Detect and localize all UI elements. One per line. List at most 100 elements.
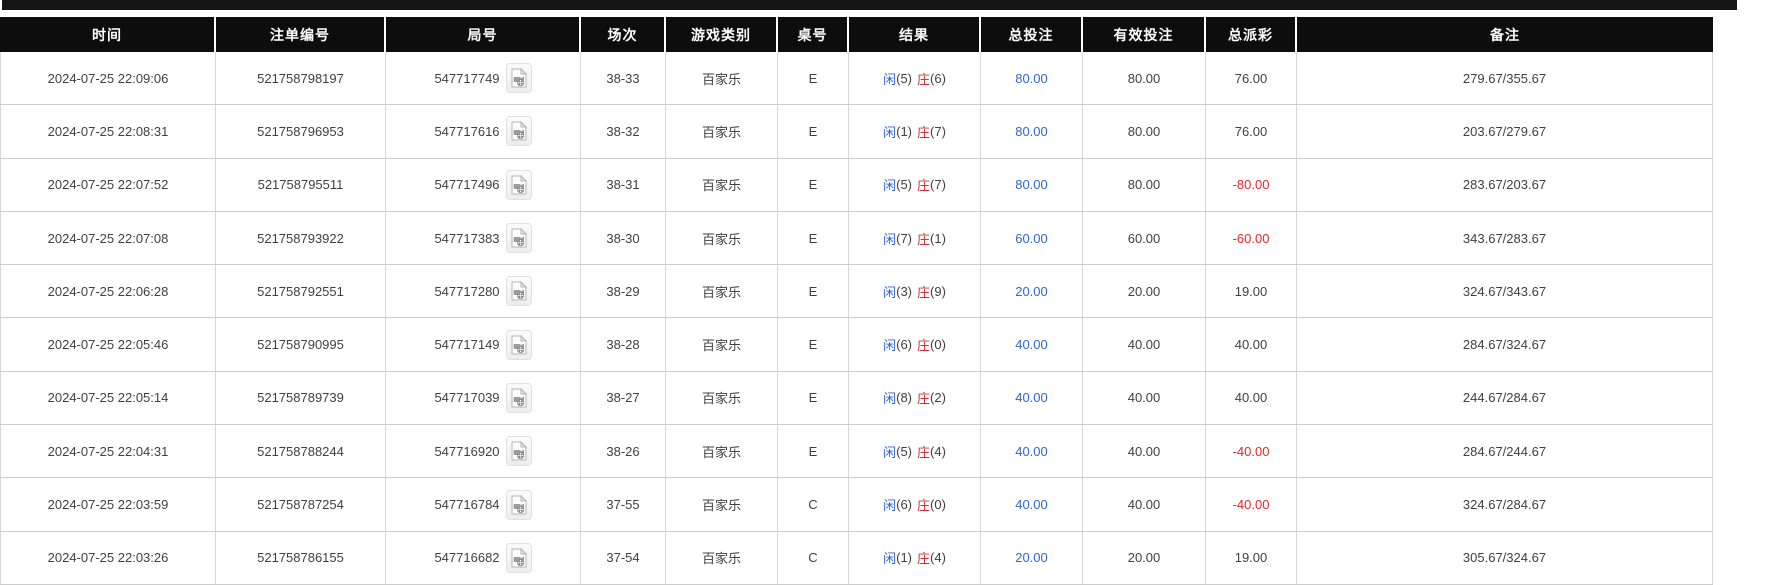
result-player-score: (6)	[896, 497, 912, 513]
total-bet-cell[interactable]: 40.00	[981, 371, 1083, 425]
remark-cell: 279.67/355.67	[1297, 52, 1713, 105]
game-type-cell: 百家乐	[666, 478, 778, 531]
result-player-score: (8)	[896, 390, 912, 406]
session-cell: 38-29	[581, 265, 666, 318]
round-cell: 547717749	[386, 52, 581, 105]
total-bet-cell[interactable]: 80.00	[981, 105, 1083, 158]
round-cell: 547717039	[386, 371, 581, 425]
valid-bet-cell: 80.00	[1083, 52, 1206, 105]
time-cell: 2024-07-25 22:09:06	[0, 52, 216, 105]
round-video-button[interactable]	[505, 436, 532, 467]
result-player-label: 闲	[883, 284, 897, 300]
result-banker-score: (4)	[930, 550, 946, 566]
result-cell: 闲 (7) 庄 (1)	[849, 211, 981, 265]
result-player-label: 闲	[883, 338, 897, 354]
table-row: 2024-07-25 22:09:06 521758798197 5477177…	[0, 52, 1713, 106]
time-cell: 2024-07-25 22:03:59	[0, 478, 216, 531]
video-replay-icon	[511, 441, 527, 461]
total-bet-cell[interactable]: 40.00	[981, 425, 1083, 478]
total-payout-cell: 76.00	[1206, 52, 1297, 105]
valid-bet-cell: 60.00	[1083, 211, 1206, 265]
result-player-label: 闲	[883, 124, 897, 140]
table-no-cell: E	[778, 105, 849, 158]
video-replay-icon	[511, 174, 527, 195]
table-no-cell: E	[778, 211, 849, 265]
result-player-label: 闲	[883, 71, 897, 87]
result-player-score: (1)	[896, 550, 912, 566]
session-cell: 38-30	[581, 211, 666, 265]
total-payout-cell: -80.00	[1206, 158, 1297, 211]
total-payout-cell: -60.00	[1206, 211, 1297, 265]
table-row: 2024-07-25 22:04:31 521758788244 5477169…	[0, 425, 1713, 479]
game-type-cell: 百家乐	[666, 265, 778, 318]
total-bet-cell[interactable]: 20.00	[981, 531, 1083, 584]
total-payout-cell: 19.00	[1206, 265, 1297, 318]
table-row: 2024-07-25 22:05:14 521758789739 5477170…	[0, 371, 1713, 426]
round-id: 547717280	[434, 283, 500, 299]
table-row: 2024-07-25 22:05:46 521758790995 5477171…	[0, 318, 1713, 372]
bet-id-cell: 521758789739	[216, 371, 386, 425]
result-banker-label: 庄	[917, 551, 931, 567]
column-header-remark: 备注	[1297, 17, 1713, 52]
remark-cell: 324.67/284.67	[1297, 478, 1713, 531]
session-cell: 37-55	[581, 478, 666, 531]
result-player-label: 闲	[883, 498, 897, 514]
table-body: 2024-07-25 22:09:06 521758798197 5477177…	[0, 52, 1713, 585]
round-video-button[interactable]	[505, 276, 532, 307]
round-video-button[interactable]	[505, 223, 532, 254]
game-type-cell: 百家乐	[666, 158, 778, 211]
total-bet-cell[interactable]: 80.00	[981, 52, 1083, 105]
valid-bet-cell: 40.00	[1083, 425, 1206, 478]
bet-id-cell: 521758795511	[216, 158, 386, 211]
video-replay-icon	[511, 68, 527, 88]
result-banker-score: (6)	[930, 70, 946, 86]
round-id: 547717616	[434, 123, 500, 139]
round-video-button[interactable]	[505, 63, 532, 94]
round-video-button[interactable]	[505, 116, 532, 147]
total-bet-cell[interactable]: 40.00	[981, 318, 1083, 371]
total-payout-cell: 40.00	[1206, 318, 1297, 371]
round-cell: 547716784	[386, 478, 581, 531]
result-player-label: 闲	[883, 231, 897, 247]
remark-cell: 324.67/343.67	[1297, 265, 1713, 318]
round-video-button[interactable]	[505, 489, 532, 520]
result-banker-label: 庄	[917, 124, 931, 140]
result-player-label: 闲	[883, 444, 897, 460]
remark-cell: 284.67/324.67	[1297, 318, 1713, 371]
round-cell: 547717383	[386, 211, 581, 265]
column-header-round-id: 局号	[386, 17, 581, 52]
game-type-cell: 百家乐	[666, 371, 778, 425]
round-video-button[interactable]	[505, 169, 532, 200]
total-bet-cell[interactable]: 40.00	[981, 478, 1083, 531]
round-video-button[interactable]	[505, 542, 532, 573]
result-player-score: (6)	[896, 337, 912, 353]
column-header-table-no: 桌号	[778, 17, 849, 52]
table-row: 2024-07-25 22:03:59 521758787254 5477167…	[0, 478, 1713, 532]
round-id: 547716682	[434, 550, 500, 566]
round-video-button[interactable]	[505, 329, 532, 360]
total-payout-cell: 19.00	[1206, 531, 1297, 584]
round-id: 547716920	[434, 443, 500, 459]
result-player-label: 闲	[883, 391, 897, 407]
result-cell: 闲 (1) 庄 (7)	[849, 105, 981, 158]
result-banker-label: 庄	[917, 284, 931, 300]
result-player-score: (5)	[896, 70, 912, 86]
table-no-cell: E	[778, 52, 849, 105]
total-bet-cell[interactable]: 60.00	[981, 211, 1083, 265]
game-type-cell: 百家乐	[666, 211, 778, 265]
total-bet-cell[interactable]: 20.00	[981, 265, 1083, 318]
column-header-session: 场次	[581, 17, 666, 52]
round-video-button[interactable]	[505, 382, 532, 413]
result-banker-label: 庄	[917, 498, 931, 514]
round-id: 547717383	[434, 230, 500, 246]
result-player-label: 闲	[883, 551, 897, 567]
session-cell: 38-32	[581, 105, 666, 158]
round-id: 547717749	[434, 70, 500, 86]
game-type-cell: 百家乐	[666, 105, 778, 158]
total-bet-cell[interactable]: 80.00	[981, 158, 1083, 211]
valid-bet-cell: 80.00	[1083, 158, 1206, 211]
round-cell: 547717616	[386, 105, 581, 158]
result-banker-score: (7)	[930, 123, 946, 139]
game-type-cell: 百家乐	[666, 531, 778, 584]
table-no-cell: E	[778, 265, 849, 318]
